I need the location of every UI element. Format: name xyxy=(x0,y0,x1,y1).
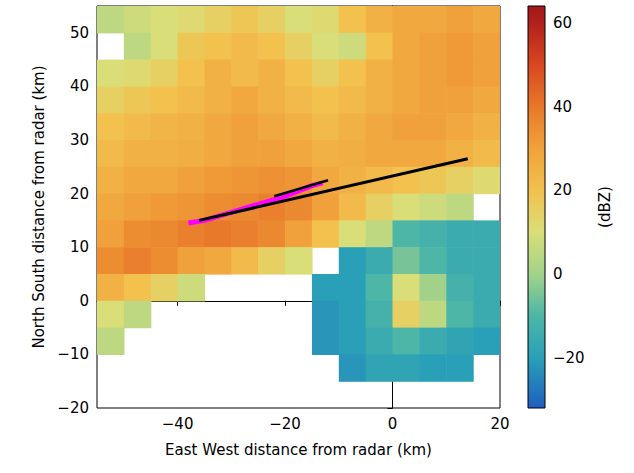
svg-text:−20: −20 xyxy=(553,349,585,367)
svg-text:East West distance from radar: East West distance from radar (km) xyxy=(165,441,432,459)
svg-text:40: 40 xyxy=(70,77,89,95)
svg-text:(dBZ): (dBZ) xyxy=(596,186,614,228)
svg-text:North South distance from rada: North South distance from radar (km) xyxy=(30,65,48,348)
svg-text:0: 0 xyxy=(553,265,563,283)
svg-text:0: 0 xyxy=(388,415,398,433)
svg-text:30: 30 xyxy=(70,131,89,149)
svg-text:−10: −10 xyxy=(57,345,89,363)
svg-text:60: 60 xyxy=(553,14,572,32)
svg-text:−20: −20 xyxy=(57,399,89,417)
svg-text:−40: −40 xyxy=(162,415,194,433)
svg-text:20: 20 xyxy=(490,415,509,433)
svg-text:20: 20 xyxy=(70,185,89,203)
svg-text:50: 50 xyxy=(70,24,89,42)
svg-text:40: 40 xyxy=(553,98,572,116)
svg-text:0: 0 xyxy=(79,292,89,310)
svg-text:20: 20 xyxy=(553,181,572,199)
svg-text:10: 10 xyxy=(70,238,89,256)
svg-text:−20: −20 xyxy=(269,415,301,433)
